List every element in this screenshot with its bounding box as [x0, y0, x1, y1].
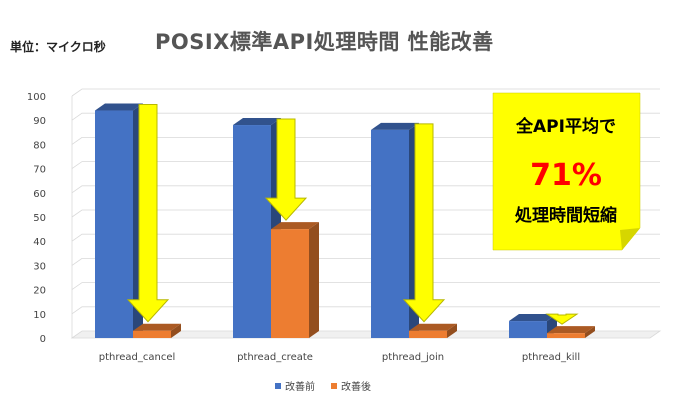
chart-title: POSIX標準API処理時間 性能改善: [155, 30, 494, 54]
bar-after-0-front: [133, 330, 171, 338]
y-tick-label: 60: [33, 189, 46, 200]
gridline: [71, 233, 660, 242]
decrease-arrow-1: [264, 118, 308, 221]
bar-after-3: [547, 326, 595, 338]
bar-before-0-front: [95, 110, 133, 339]
y-tick-label: 80: [33, 140, 46, 151]
bar-after-0-side: [171, 323, 181, 338]
bar-after-1: [271, 222, 319, 338]
arrows-layer: [126, 104, 579, 325]
x-axis-labels: pthread_cancel pthread_create pthread_join…: [99, 352, 580, 363]
gridline: [71, 136, 660, 145]
gridline: [71, 257, 660, 266]
bar-after-2-side: [447, 323, 457, 338]
legend: 改善前 改善後: [275, 378, 371, 393]
y-tick-label: 0: [40, 334, 46, 345]
bar-before-3-front: [509, 321, 547, 338]
legend-label-before: 改善前: [285, 382, 315, 393]
legend-item-before: 改善前: [275, 378, 315, 393]
bar-after-3-top: [547, 326, 595, 334]
bar-after-0-top: [133, 323, 181, 331]
y-axis-ticks: 0 10 20 30 40 50 60 70 80 90 100: [27, 92, 46, 345]
bar-before-1-top: [233, 118, 281, 126]
x-tick-label-0: pthread_cancel: [99, 352, 176, 363]
bar-after-1-top: [271, 222, 319, 230]
decrease-arrow-3: [545, 313, 579, 325]
y-tick-label: 90: [33, 116, 46, 127]
callout-line1: 全API平均で: [515, 116, 616, 137]
decrease-arrow-0: [126, 104, 170, 323]
gridline: [71, 282, 660, 290]
legend-label-after: 改善後: [341, 382, 371, 393]
bar-after-2-front: [409, 330, 447, 338]
bar-after-2: [409, 323, 457, 338]
decrease-arrow-2: [402, 123, 446, 323]
bar-after-3-side: [585, 326, 595, 338]
x-tick-label-2: pthread_join: [382, 352, 444, 363]
callout-annotation: 全API平均で 71% 処理時間短縮: [492, 92, 641, 251]
callout-fold: [620, 228, 640, 250]
x-tick-label-1: pthread_create: [237, 352, 313, 363]
y-tick-label: 10: [33, 310, 46, 321]
bar-after-3-front: [547, 333, 585, 338]
gridline: [71, 185, 660, 194]
bar-before-3: [509, 314, 557, 338]
bar-before-1-front: [233, 125, 271, 338]
y-tick-label: 100: [27, 92, 46, 103]
bar-after-1-front: [271, 229, 309, 338]
y-tick-label: 40: [33, 237, 46, 248]
y-tick-label: 20: [33, 286, 46, 297]
gridline: [71, 112, 660, 121]
bar-before-0: [95, 103, 143, 339]
callout-line3: 処理時間短縮: [514, 205, 617, 226]
bar-before-3-top: [509, 314, 557, 322]
x-tick-label-3: pthread_kill: [522, 352, 580, 363]
gridline: [71, 209, 660, 218]
y-tick-label: 70: [33, 165, 46, 176]
bar-after-2-top: [409, 323, 457, 331]
y-tick-label: 30: [33, 261, 46, 272]
bar-before-2-front: [371, 129, 409, 338]
bar-after-0: [133, 323, 181, 338]
bars-layer: [95, 103, 595, 339]
unit-label: 単位：マイクロ秒: [10, 40, 106, 54]
bar-after-1-side: [309, 222, 319, 338]
gridline: [71, 88, 660, 97]
y-tick-label: 50: [33, 213, 46, 224]
callout-line2: 71%: [530, 158, 602, 193]
legend-swatch-before: [275, 382, 281, 389]
bar-before-0-top: [95, 103, 143, 111]
legend-item-after: 改善後: [331, 378, 371, 393]
legend-swatch-after: [331, 382, 337, 389]
bar-before-2-top: [371, 122, 419, 130]
gridline: [71, 306, 660, 315]
gridline: [71, 161, 660, 169]
